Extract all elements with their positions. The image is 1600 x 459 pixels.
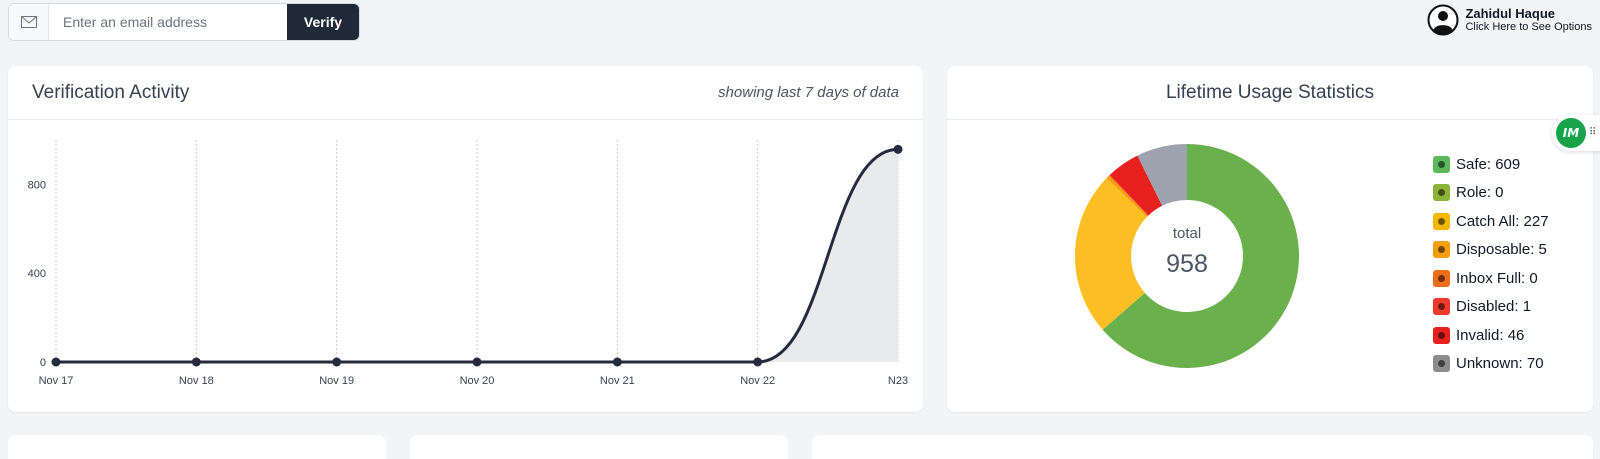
lifetime-usage-card: Lifetime Usage Statistics total 958 Safe… — [947, 66, 1593, 412]
data-point[interactable] — [893, 144, 903, 154]
series-area — [56, 149, 898, 362]
donut-slice-unknown[interactable] — [1137, 144, 1187, 206]
user-menu[interactable]: Zahidul Haque Click Here to See Options — [1427, 4, 1592, 36]
legend-item[interactable]: Inbox Full: 0 — [1433, 264, 1549, 293]
data-point[interactable] — [332, 357, 342, 367]
activity-title: Verification Activity — [32, 81, 190, 103]
legend-item[interactable]: Unknown: 70 — [1433, 350, 1549, 379]
legend-label: Safe: 609 — [1456, 155, 1521, 173]
donut-total-label: total — [1173, 225, 1201, 242]
x-tick-label: Nov 20 — [460, 375, 495, 387]
data-point[interactable] — [612, 357, 622, 367]
donut-slice-invalid[interactable] — [1109, 155, 1163, 216]
x-tick-label: Nov 18 — [179, 375, 214, 387]
donut-slice-catch-all[interactable] — [1075, 177, 1147, 330]
im-extension-badge[interactable]: IM ⠿ — [1552, 115, 1600, 151]
donut-total-value: 958 — [1166, 250, 1208, 278]
user-avatar-icon — [1427, 4, 1459, 36]
legend-label: Role: 0 — [1456, 184, 1504, 202]
x-tick-label: Nov 17 — [39, 375, 74, 387]
legend-item[interactable]: Role: 0 — [1433, 179, 1549, 208]
legend-swatch — [1433, 355, 1450, 373]
legend-label: Disabled: 1 — [1456, 298, 1532, 316]
x-tick-label: Nov 21 — [600, 375, 635, 387]
data-point[interactable] — [753, 357, 763, 367]
data-point[interactable] — [191, 357, 201, 367]
lifetime-donut-chart: total 958 — [1075, 144, 1299, 368]
drag-handle-icon[interactable]: ⠿ — [1589, 127, 1597, 138]
y-tick-label: 0 — [40, 357, 46, 369]
x-tick-label: Nov 22 — [740, 375, 775, 387]
legend-item[interactable]: Safe: 609 — [1433, 150, 1549, 179]
legend-swatch — [1433, 184, 1450, 202]
legend-swatch — [1433, 155, 1450, 173]
legend-label: Unknown: 70 — [1456, 355, 1544, 373]
user-options-hint: Click Here to See Options — [1465, 21, 1592, 33]
legend-label: Inbox Full: 0 — [1456, 269, 1538, 287]
activity-line-chart: 0 400 800 Nov 17 Nov 18 Nov 19 Nov 20 Nov 21 Nov… — [28, 140, 908, 387]
legend-item[interactable]: Disposable: 5 — [1433, 236, 1549, 265]
x-tick-label: Nov 19 — [319, 375, 354, 387]
y-tick-label: 800 — [28, 179, 46, 191]
bottom-card-3 — [812, 435, 1593, 459]
email-verify-form: Verify — [8, 3, 360, 41]
x-tick-label: N23 — [888, 375, 908, 387]
legend-item[interactable]: Invalid: 46 — [1433, 321, 1549, 350]
email-input[interactable] — [49, 4, 287, 40]
legend-item[interactable]: Disabled: 1 — [1433, 293, 1549, 322]
verification-activity-card: Verification Activity showing last 7 day… — [8, 66, 923, 412]
mail-icon — [9, 4, 49, 40]
data-point[interactable] — [472, 357, 482, 367]
legend-swatch — [1433, 241, 1450, 259]
donut-legend: Safe: 609 Role: 0 Catch All: 227 Disposable… — [1433, 150, 1549, 378]
im-logo-icon: IM — [1556, 118, 1586, 148]
lifetime-title: Lifetime Usage Statistics — [1165, 81, 1375, 103]
data-point[interactable] — [51, 357, 61, 367]
legend-label: Invalid: 46 — [1456, 326, 1525, 344]
bottom-card-1 — [8, 435, 386, 459]
bottom-card-2 — [410, 435, 788, 459]
donut-slice-disposable[interactable] — [1106, 175, 1149, 217]
user-name: Zahidul Haque — [1465, 6, 1555, 21]
legend-swatch — [1433, 212, 1450, 230]
legend-swatch — [1433, 269, 1450, 287]
activity-subtitle: showing last 7 days of data — [718, 84, 899, 101]
donut-slice-safe[interactable] — [1102, 144, 1299, 368]
verify-button[interactable]: Verify — [287, 4, 359, 40]
legend-swatch — [1433, 298, 1450, 316]
legend-label: Disposable: 5 — [1456, 241, 1547, 259]
y-tick-label: 400 — [28, 268, 46, 280]
legend-swatch — [1433, 326, 1450, 344]
legend-item[interactable]: Catch All: 227 — [1433, 207, 1549, 236]
legend-label: Catch All: 227 — [1456, 212, 1549, 230]
donut-slice-disabled[interactable] — [1109, 174, 1149, 216]
